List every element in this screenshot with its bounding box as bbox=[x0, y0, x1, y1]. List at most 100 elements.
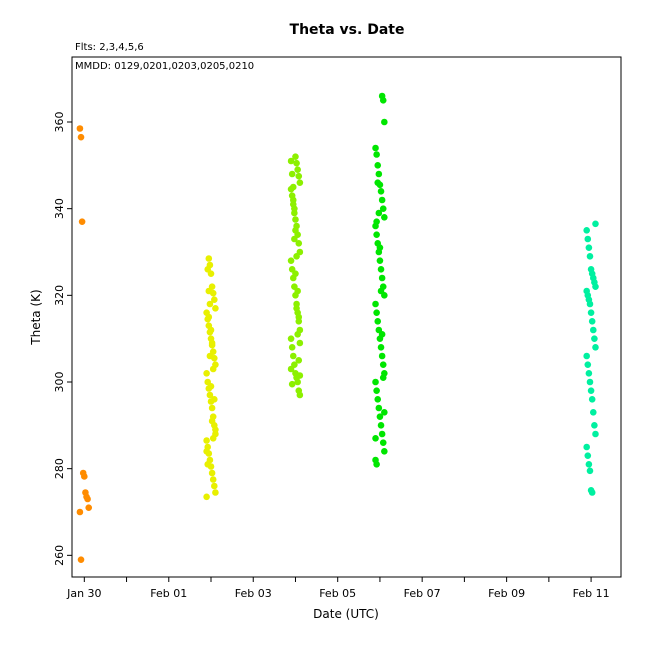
data-point bbox=[291, 235, 298, 243]
data-point bbox=[287, 335, 295, 342]
data-point bbox=[381, 214, 388, 221]
data-point bbox=[584, 235, 592, 243]
data-point bbox=[379, 97, 387, 104]
data-point bbox=[211, 296, 218, 303]
data-point bbox=[209, 476, 217, 483]
data-point bbox=[372, 144, 379, 152]
data-point bbox=[588, 396, 596, 403]
data-point bbox=[381, 409, 388, 416]
data-point bbox=[206, 391, 214, 399]
data-point bbox=[592, 220, 599, 228]
data-point bbox=[379, 374, 387, 381]
data-point bbox=[287, 157, 295, 165]
flights-annotation: Flts: 2,3,4,5,6 bbox=[75, 42, 144, 53]
data-point bbox=[379, 361, 387, 368]
data-point bbox=[373, 309, 380, 316]
plot-frame bbox=[71, 56, 622, 578]
data-point bbox=[209, 365, 217, 373]
data-point bbox=[294, 287, 301, 295]
data-point bbox=[373, 151, 380, 158]
data-point bbox=[379, 205, 387, 212]
data-point bbox=[378, 196, 386, 204]
data-point bbox=[583, 352, 590, 360]
data-point bbox=[376, 413, 384, 420]
data-point bbox=[592, 430, 599, 438]
data-point bbox=[378, 274, 386, 282]
data-point bbox=[203, 448, 210, 455]
data-point bbox=[375, 170, 383, 178]
data-point bbox=[293, 305, 300, 312]
data-point bbox=[85, 504, 93, 511]
data-point bbox=[586, 300, 594, 308]
data-point bbox=[583, 443, 590, 451]
data-point bbox=[373, 231, 380, 238]
data-point bbox=[84, 495, 91, 503]
data-point bbox=[289, 183, 297, 191]
data-point bbox=[586, 253, 594, 260]
data-point bbox=[296, 179, 304, 186]
data-point bbox=[76, 125, 84, 132]
y-tick-label: 300 bbox=[53, 372, 66, 393]
data-point bbox=[204, 461, 212, 468]
data-point bbox=[77, 133, 85, 141]
data-point bbox=[591, 335, 598, 342]
data-point bbox=[378, 352, 386, 360]
data-point bbox=[205, 255, 213, 262]
data-point bbox=[292, 153, 299, 160]
data-point bbox=[591, 422, 598, 429]
y-tick-label: 320 bbox=[53, 285, 66, 306]
data-point bbox=[585, 461, 593, 468]
x-tick-label: Feb 09 bbox=[488, 587, 525, 600]
data-point bbox=[205, 287, 213, 295]
data-point bbox=[376, 257, 384, 264]
x-tick-label: Feb 01 bbox=[150, 587, 187, 600]
data-point bbox=[287, 257, 295, 264]
data-point bbox=[585, 244, 593, 251]
data-point bbox=[589, 326, 597, 334]
data-point bbox=[212, 305, 219, 312]
data-point bbox=[372, 378, 379, 386]
data-point bbox=[293, 253, 300, 260]
data-point bbox=[289, 352, 297, 360]
data-point bbox=[295, 240, 303, 247]
data-point bbox=[374, 162, 382, 169]
data-point bbox=[295, 357, 303, 364]
data-point bbox=[374, 318, 382, 325]
data-point bbox=[76, 508, 84, 516]
data-point bbox=[77, 556, 85, 563]
data-point bbox=[293, 159, 300, 167]
data-point bbox=[209, 435, 217, 442]
x-tick-label: Jan 30 bbox=[66, 587, 101, 600]
data-point bbox=[373, 387, 380, 394]
x-tick-label: Feb 03 bbox=[235, 587, 272, 600]
y-axis-label: Theta (K) bbox=[29, 289, 43, 345]
data-point bbox=[377, 266, 385, 273]
data-point bbox=[203, 493, 210, 501]
x-tick-label: Feb 11 bbox=[573, 587, 610, 600]
data-point bbox=[289, 196, 297, 204]
data-point bbox=[588, 318, 596, 325]
data-point bbox=[211, 396, 218, 403]
data-point bbox=[294, 166, 301, 173]
data-point bbox=[296, 391, 304, 399]
data-point bbox=[292, 216, 299, 223]
data-point bbox=[287, 365, 295, 373]
data-point bbox=[377, 188, 385, 195]
data-point bbox=[585, 370, 593, 377]
data-point bbox=[376, 244, 384, 251]
data-point bbox=[81, 473, 88, 480]
data-point bbox=[208, 469, 216, 477]
data-point bbox=[586, 378, 594, 386]
data-point bbox=[206, 300, 214, 308]
data-point bbox=[584, 361, 592, 368]
data-point bbox=[211, 482, 218, 490]
data-point bbox=[379, 439, 387, 446]
data-point bbox=[288, 380, 296, 388]
data-point bbox=[295, 313, 303, 321]
data-point bbox=[212, 426, 219, 433]
data-point bbox=[586, 467, 594, 475]
x-axis-label: Date (UTC) bbox=[313, 607, 379, 621]
data-point bbox=[381, 118, 388, 126]
data-point bbox=[208, 339, 216, 347]
